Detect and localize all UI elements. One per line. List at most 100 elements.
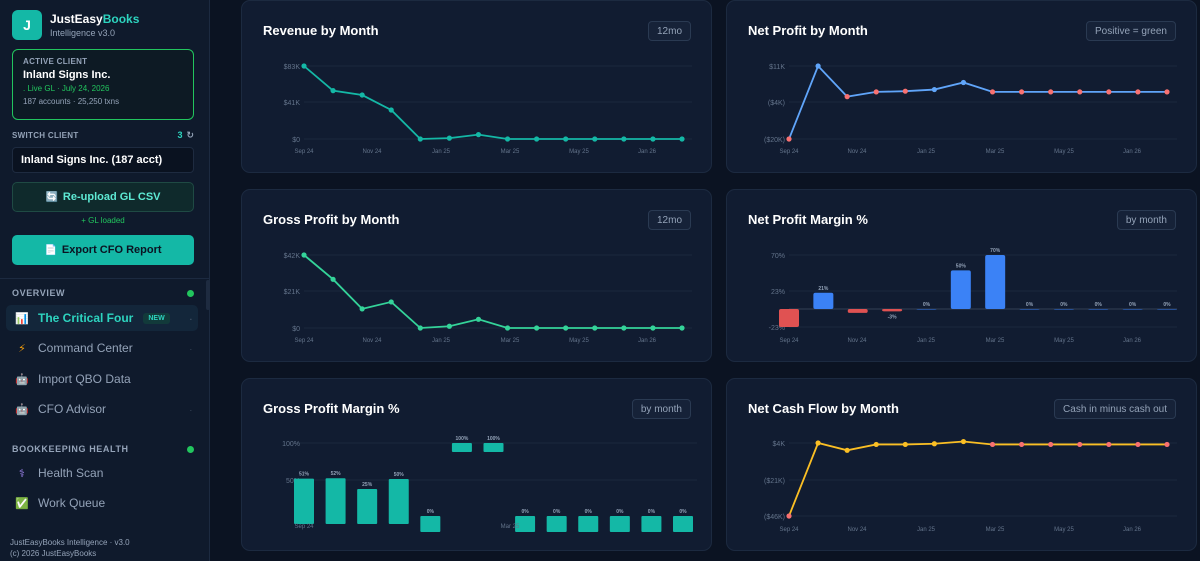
data-point (1077, 89, 1083, 95)
data-point (650, 325, 656, 331)
y-tick-label: -23% (769, 325, 785, 332)
data-point (679, 136, 685, 142)
data-point (504, 325, 511, 331)
data-point (1048, 441, 1054, 448)
x-tick-label: May 25 (569, 149, 589, 155)
revenue-chart: $83K $41K $0 Sep 24 Nov 24 Jan 25 Mar 25 May 25… (284, 63, 692, 155)
data-point (417, 136, 423, 142)
nav-command-center[interactable]: ⚡ Command Center . (6, 335, 198, 361)
bar (1157, 309, 1177, 310)
data-point (359, 92, 365, 98)
export-cfo-report-button[interactable]: 📄 Export CFO Report (12, 235, 194, 265)
data-label: 100% (456, 436, 469, 442)
client-select[interactable]: Inland Signs Inc. (187 acct) (12, 147, 194, 173)
data-point (844, 447, 850, 453)
nav-work-queue[interactable]: ✅ Work Queue (6, 490, 198, 516)
x-tick-label: Mar 25 (501, 524, 520, 530)
card-badge[interactable]: 12mo (647, 21, 691, 41)
data-point (534, 136, 540, 142)
card-badge[interactable]: by month (1116, 210, 1176, 230)
refresh-icon[interactable]: ↻ (186, 130, 194, 140)
data-point (931, 441, 937, 447)
data-point (446, 135, 452, 141)
nav-dot: . (189, 343, 192, 352)
x-tick-label: Jan 26 (1123, 149, 1142, 155)
y-tick-label: 50% (286, 478, 300, 485)
gl-loaded-status: + GL loaded (81, 216, 125, 225)
y-tick-label: ($20K) (764, 137, 785, 144)
card-badge[interactable]: Positive = green (1086, 21, 1176, 41)
data-point (388, 299, 394, 305)
nav-health-scan[interactable]: ⚕ Health Scan (6, 460, 198, 486)
data-point (330, 276, 336, 282)
data-point (359, 306, 365, 312)
data-point (301, 252, 307, 258)
sidebar-footer: JustEasyBooks Intelligence · v3.0 (c) 20… (10, 537, 130, 559)
y-tick-label: $21K (284, 289, 301, 296)
data-point (989, 441, 996, 448)
sidebar-scrollbar[interactable] (206, 280, 210, 310)
data-label: 0% (616, 509, 624, 515)
sidebar-divider (0, 278, 210, 279)
nav-critical-four[interactable]: 📊 The Critical Four NEW . (6, 305, 198, 331)
y-tick-label: $4K (773, 441, 786, 448)
card-title: Net Profit Margin % (748, 212, 868, 227)
switch-client-label: SWITCH CLIENT (12, 131, 79, 140)
new-badge: NEW (143, 312, 170, 324)
card-title: Revenue by Month (263, 23, 379, 38)
data-label: 50% (956, 263, 967, 269)
y-tick-label: $41K (284, 100, 301, 107)
x-tick-label: Sep 24 (294, 149, 314, 155)
data-point (1019, 441, 1025, 448)
y-tick-label: 70% (771, 253, 785, 260)
data-point (446, 323, 452, 329)
x-tick-label: Jan 25 (917, 338, 936, 344)
data-label: -3% (888, 314, 897, 320)
data-label: 52% (331, 471, 342, 477)
status-dot (187, 445, 194, 453)
x-tick-label: May 25 (1054, 149, 1074, 155)
data-point (1135, 89, 1141, 95)
bar (882, 309, 903, 312)
card-title: Net Profit by Month (748, 23, 868, 38)
bar (779, 309, 799, 327)
bar (546, 516, 567, 532)
x-tick-label: Sep 24 (779, 527, 799, 533)
data-point (931, 86, 937, 93)
bar (641, 516, 662, 532)
x-tick-label: Mar 25 (986, 149, 1005, 155)
nav-cfo-advisor[interactable]: 🤖 CFO Advisor . (6, 396, 198, 422)
brand-version: Intelligence v3.0 (50, 28, 116, 38)
bar (1088, 309, 1109, 310)
lightning-icon: ⚡ (18, 342, 26, 355)
active-client-card: ACTIVE CLIENT Inland Signs Inc. . Live G… (12, 49, 194, 120)
bar (420, 516, 441, 532)
data-point (902, 441, 908, 448)
active-client-meta: 187 accounts · 25,250 txns (23, 97, 120, 106)
net-profit-margin-chart: 70% 23% -23% 21% -3% 0% 50% 70% 0% 0% 0% 0% 0% Sep 24… (769, 248, 1177, 344)
card-badge[interactable]: Cash in minus cash out (1054, 399, 1176, 419)
net-profit-margin-card: Net Profit Margin % by month 70% 23% -23% 2… (726, 189, 1197, 362)
card-badge[interactable]: by month (631, 399, 691, 419)
data-point (815, 63, 821, 69)
nav-label: Command Center (38, 341, 133, 355)
brand[interactable]: J JustEasyBooks Intelligence v3.0 (12, 10, 139, 40)
x-tick-label: Jan 25 (432, 338, 451, 344)
reupload-gl-label: Re-upload GL CSV (62, 191, 161, 203)
card-badge[interactable]: 12mo (647, 210, 691, 230)
data-label: 0% (648, 509, 656, 515)
bar (916, 309, 937, 310)
x-tick-label: Nov 24 (362, 338, 382, 344)
x-tick-label: Sep 24 (779, 338, 799, 344)
series-line (788, 440, 1167, 517)
export-label: Export CFO Report (61, 244, 162, 256)
bar (1122, 309, 1143, 310)
x-tick-label: Nov 24 (847, 149, 867, 155)
x-tick-label: Sep 24 (779, 149, 799, 155)
nav-import-qbo[interactable]: 🤖 Import QBO Data (6, 366, 198, 392)
reupload-gl-button[interactable]: 🔄 Re-upload GL CSV (12, 182, 194, 212)
net-cash-flow-chart: $4K ($21K) ($46K) Sep 24 Nov 24 Jan 25 Mar 25 M… (764, 438, 1177, 533)
series-line (788, 64, 1167, 140)
bar (451, 443, 472, 452)
data-point (417, 325, 423, 331)
